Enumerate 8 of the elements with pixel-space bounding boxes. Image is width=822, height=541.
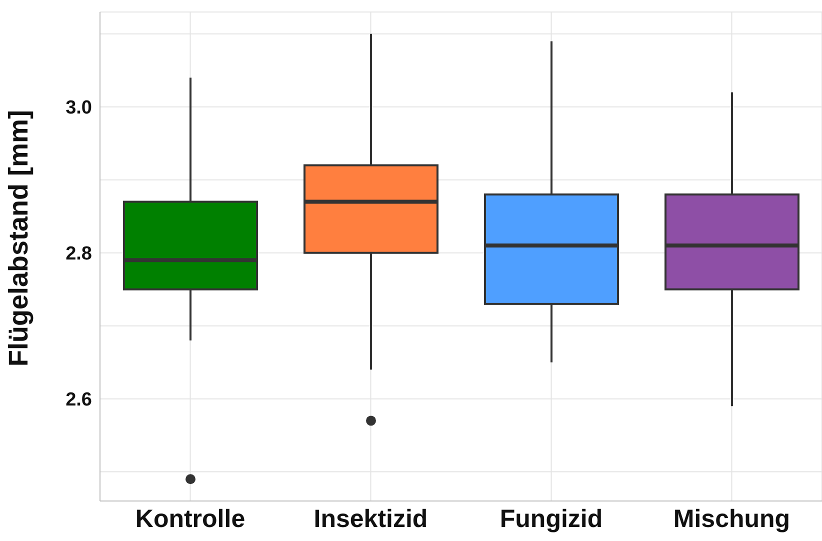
y-tick-label: 2.8 [66, 244, 92, 265]
x-tick-label: Fungizid [500, 504, 603, 533]
y-axis-title: Flügelabstand [mm] [4, 110, 34, 366]
x-tick-label: Insektizid [314, 504, 428, 533]
y-tick-label: 3.0 [66, 98, 92, 119]
x-tick-label: Kontrolle [135, 504, 246, 533]
x-tick-label: Mischung [673, 504, 790, 533]
y-tick-label: 2.6 [66, 390, 92, 411]
